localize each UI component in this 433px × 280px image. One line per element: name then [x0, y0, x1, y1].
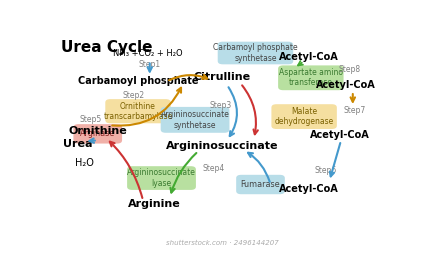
Text: Step5: Step5: [80, 115, 102, 124]
FancyBboxPatch shape: [278, 66, 343, 90]
Text: Argininosuccinate
synthetase: Argininosuccinate synthetase: [161, 110, 229, 130]
Text: Step2: Step2: [123, 91, 145, 100]
Text: Argininosuccinate: Argininosuccinate: [166, 141, 278, 151]
Text: Urea Cycle: Urea Cycle: [61, 40, 152, 55]
FancyBboxPatch shape: [271, 104, 337, 129]
Text: Step1: Step1: [138, 60, 160, 69]
Text: Acetyl-CoA: Acetyl-CoA: [279, 52, 339, 62]
Text: shutterstock.com · 2496144207: shutterstock.com · 2496144207: [165, 240, 278, 246]
Text: Carbamoyl phosphate: Carbamoyl phosphate: [78, 76, 198, 86]
Text: Step7: Step7: [343, 106, 365, 115]
FancyBboxPatch shape: [74, 124, 122, 144]
Text: Citrulline: Citrulline: [194, 72, 250, 82]
Text: H₂O: H₂O: [75, 158, 94, 168]
Text: Acetyl-CoA: Acetyl-CoA: [279, 184, 339, 194]
Text: Step4: Step4: [202, 164, 225, 173]
Text: Acetyl-CoA: Acetyl-CoA: [310, 130, 369, 140]
FancyBboxPatch shape: [161, 107, 229, 133]
FancyBboxPatch shape: [236, 175, 285, 194]
Text: Ornithine
transcarbamylase: Ornithine transcarbamylase: [103, 102, 173, 121]
Text: Arginine: Arginine: [129, 199, 181, 209]
Text: Acetyl-CoA: Acetyl-CoA: [316, 80, 376, 90]
Text: Carbamoyl phosphate
synthetase: Carbamoyl phosphate synthetase: [213, 43, 298, 63]
Text: Aspartate amino
transferase: Aspartate amino transferase: [279, 68, 343, 87]
Text: NH₃ +CO₂ + H₂O: NH₃ +CO₂ + H₂O: [113, 48, 183, 57]
Text: Urea: Urea: [63, 139, 92, 149]
FancyBboxPatch shape: [127, 166, 196, 190]
Text: Fumarase: Fumarase: [241, 180, 280, 189]
FancyBboxPatch shape: [218, 42, 293, 64]
Text: Argininosuccinate
lyase: Argininosuccinate lyase: [127, 168, 196, 188]
Text: Arginase: Arginase: [80, 129, 115, 138]
Text: Ornithine: Ornithine: [68, 126, 127, 136]
FancyBboxPatch shape: [105, 99, 171, 123]
Text: Step8: Step8: [338, 65, 361, 74]
Text: Step3: Step3: [209, 101, 231, 110]
Text: Malate
dehydrogenase: Malate dehydrogenase: [275, 107, 334, 126]
Text: Step6: Step6: [315, 166, 337, 175]
